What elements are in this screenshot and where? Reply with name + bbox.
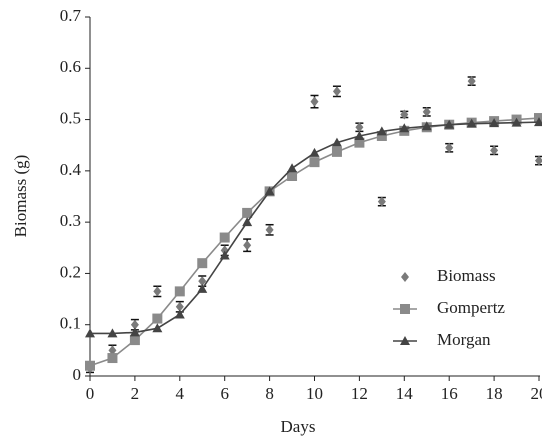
square-marker xyxy=(354,137,365,148)
legend-label: Gompertz xyxy=(437,298,505,317)
triangle-marker xyxy=(309,147,320,157)
x-tick-label: 0 xyxy=(86,384,95,403)
triangle-marker xyxy=(489,118,500,128)
diamond-marker xyxy=(377,196,386,207)
diamond-marker xyxy=(422,106,431,117)
triangle-marker xyxy=(287,163,298,173)
triangle-marker xyxy=(129,327,140,337)
triangle-marker xyxy=(444,119,455,129)
triangle-marker xyxy=(242,217,253,227)
x-tick-label: 10 xyxy=(306,384,323,403)
diamond-marker xyxy=(153,286,162,297)
square-marker xyxy=(174,286,185,297)
triangle-marker xyxy=(264,186,275,196)
square-marker xyxy=(129,335,140,346)
diamond-marker xyxy=(130,319,139,330)
triangle-marker xyxy=(376,126,387,136)
x-tick-label: 18 xyxy=(486,384,503,403)
triangle-marker xyxy=(400,336,410,345)
y-tick-label: 0.7 xyxy=(60,6,82,25)
square-marker xyxy=(309,157,320,168)
diamond-marker xyxy=(355,122,364,133)
x-tick-label: 4 xyxy=(176,384,185,403)
square-marker xyxy=(152,313,163,324)
square-marker xyxy=(85,360,95,371)
diamond-marker xyxy=(445,142,454,153)
y-axis-label: Biomass (g) xyxy=(11,155,30,238)
diamond-marker xyxy=(401,272,409,282)
legend-label: Biomass xyxy=(437,266,496,285)
square-marker xyxy=(197,258,208,269)
square-marker xyxy=(400,304,410,314)
x-tick-label: 16 xyxy=(441,384,458,403)
x-axis-label: Days xyxy=(281,417,316,436)
x-tick-label: 20 xyxy=(531,384,542,403)
triangle-marker xyxy=(219,250,230,260)
square-marker xyxy=(219,232,230,243)
triangle-marker xyxy=(197,283,208,293)
square-marker xyxy=(107,353,118,364)
diamond-marker xyxy=(400,109,409,120)
diamond-marker xyxy=(265,224,274,235)
diamond-marker xyxy=(108,345,117,356)
x-tick-label: 6 xyxy=(220,384,229,403)
y-tick-label: 0 xyxy=(73,365,82,384)
triangle-marker xyxy=(152,323,163,333)
triangle-marker xyxy=(421,121,432,131)
diamond-marker xyxy=(535,155,542,166)
x-tick-label: 2 xyxy=(131,384,140,403)
triangle-marker xyxy=(174,309,185,319)
y-tick-label: 0.5 xyxy=(60,108,81,127)
legend-label: Morgan xyxy=(437,330,491,349)
y-tick-label: 0.4 xyxy=(60,160,82,179)
y-tick-label: 0.2 xyxy=(60,262,81,281)
diamond-marker xyxy=(490,145,499,156)
triangle-marker xyxy=(107,328,118,338)
triangle-marker xyxy=(331,137,342,147)
square-marker xyxy=(242,207,253,218)
triangle-marker xyxy=(534,117,542,127)
x-tick-label: 14 xyxy=(396,384,414,403)
y-tick-label: 0.3 xyxy=(60,211,81,230)
triangle-marker xyxy=(399,123,410,133)
diamond-marker xyxy=(198,276,207,287)
diamond-marker xyxy=(243,240,252,251)
diamond-marker xyxy=(467,76,476,87)
y-tick-label: 0.6 xyxy=(60,57,81,76)
triangle-marker xyxy=(466,118,477,128)
diamond-marker xyxy=(332,86,341,97)
triangle-marker xyxy=(354,130,365,140)
diamond-marker xyxy=(310,96,319,107)
square-marker xyxy=(287,170,298,181)
y-tick-label: 0.1 xyxy=(60,314,81,333)
square-marker xyxy=(331,146,342,157)
triangle-marker xyxy=(511,117,522,127)
x-tick-label: 12 xyxy=(351,384,368,403)
triangle-marker xyxy=(85,328,95,338)
diamond-marker xyxy=(175,301,184,312)
x-tick-label: 8 xyxy=(265,384,274,403)
